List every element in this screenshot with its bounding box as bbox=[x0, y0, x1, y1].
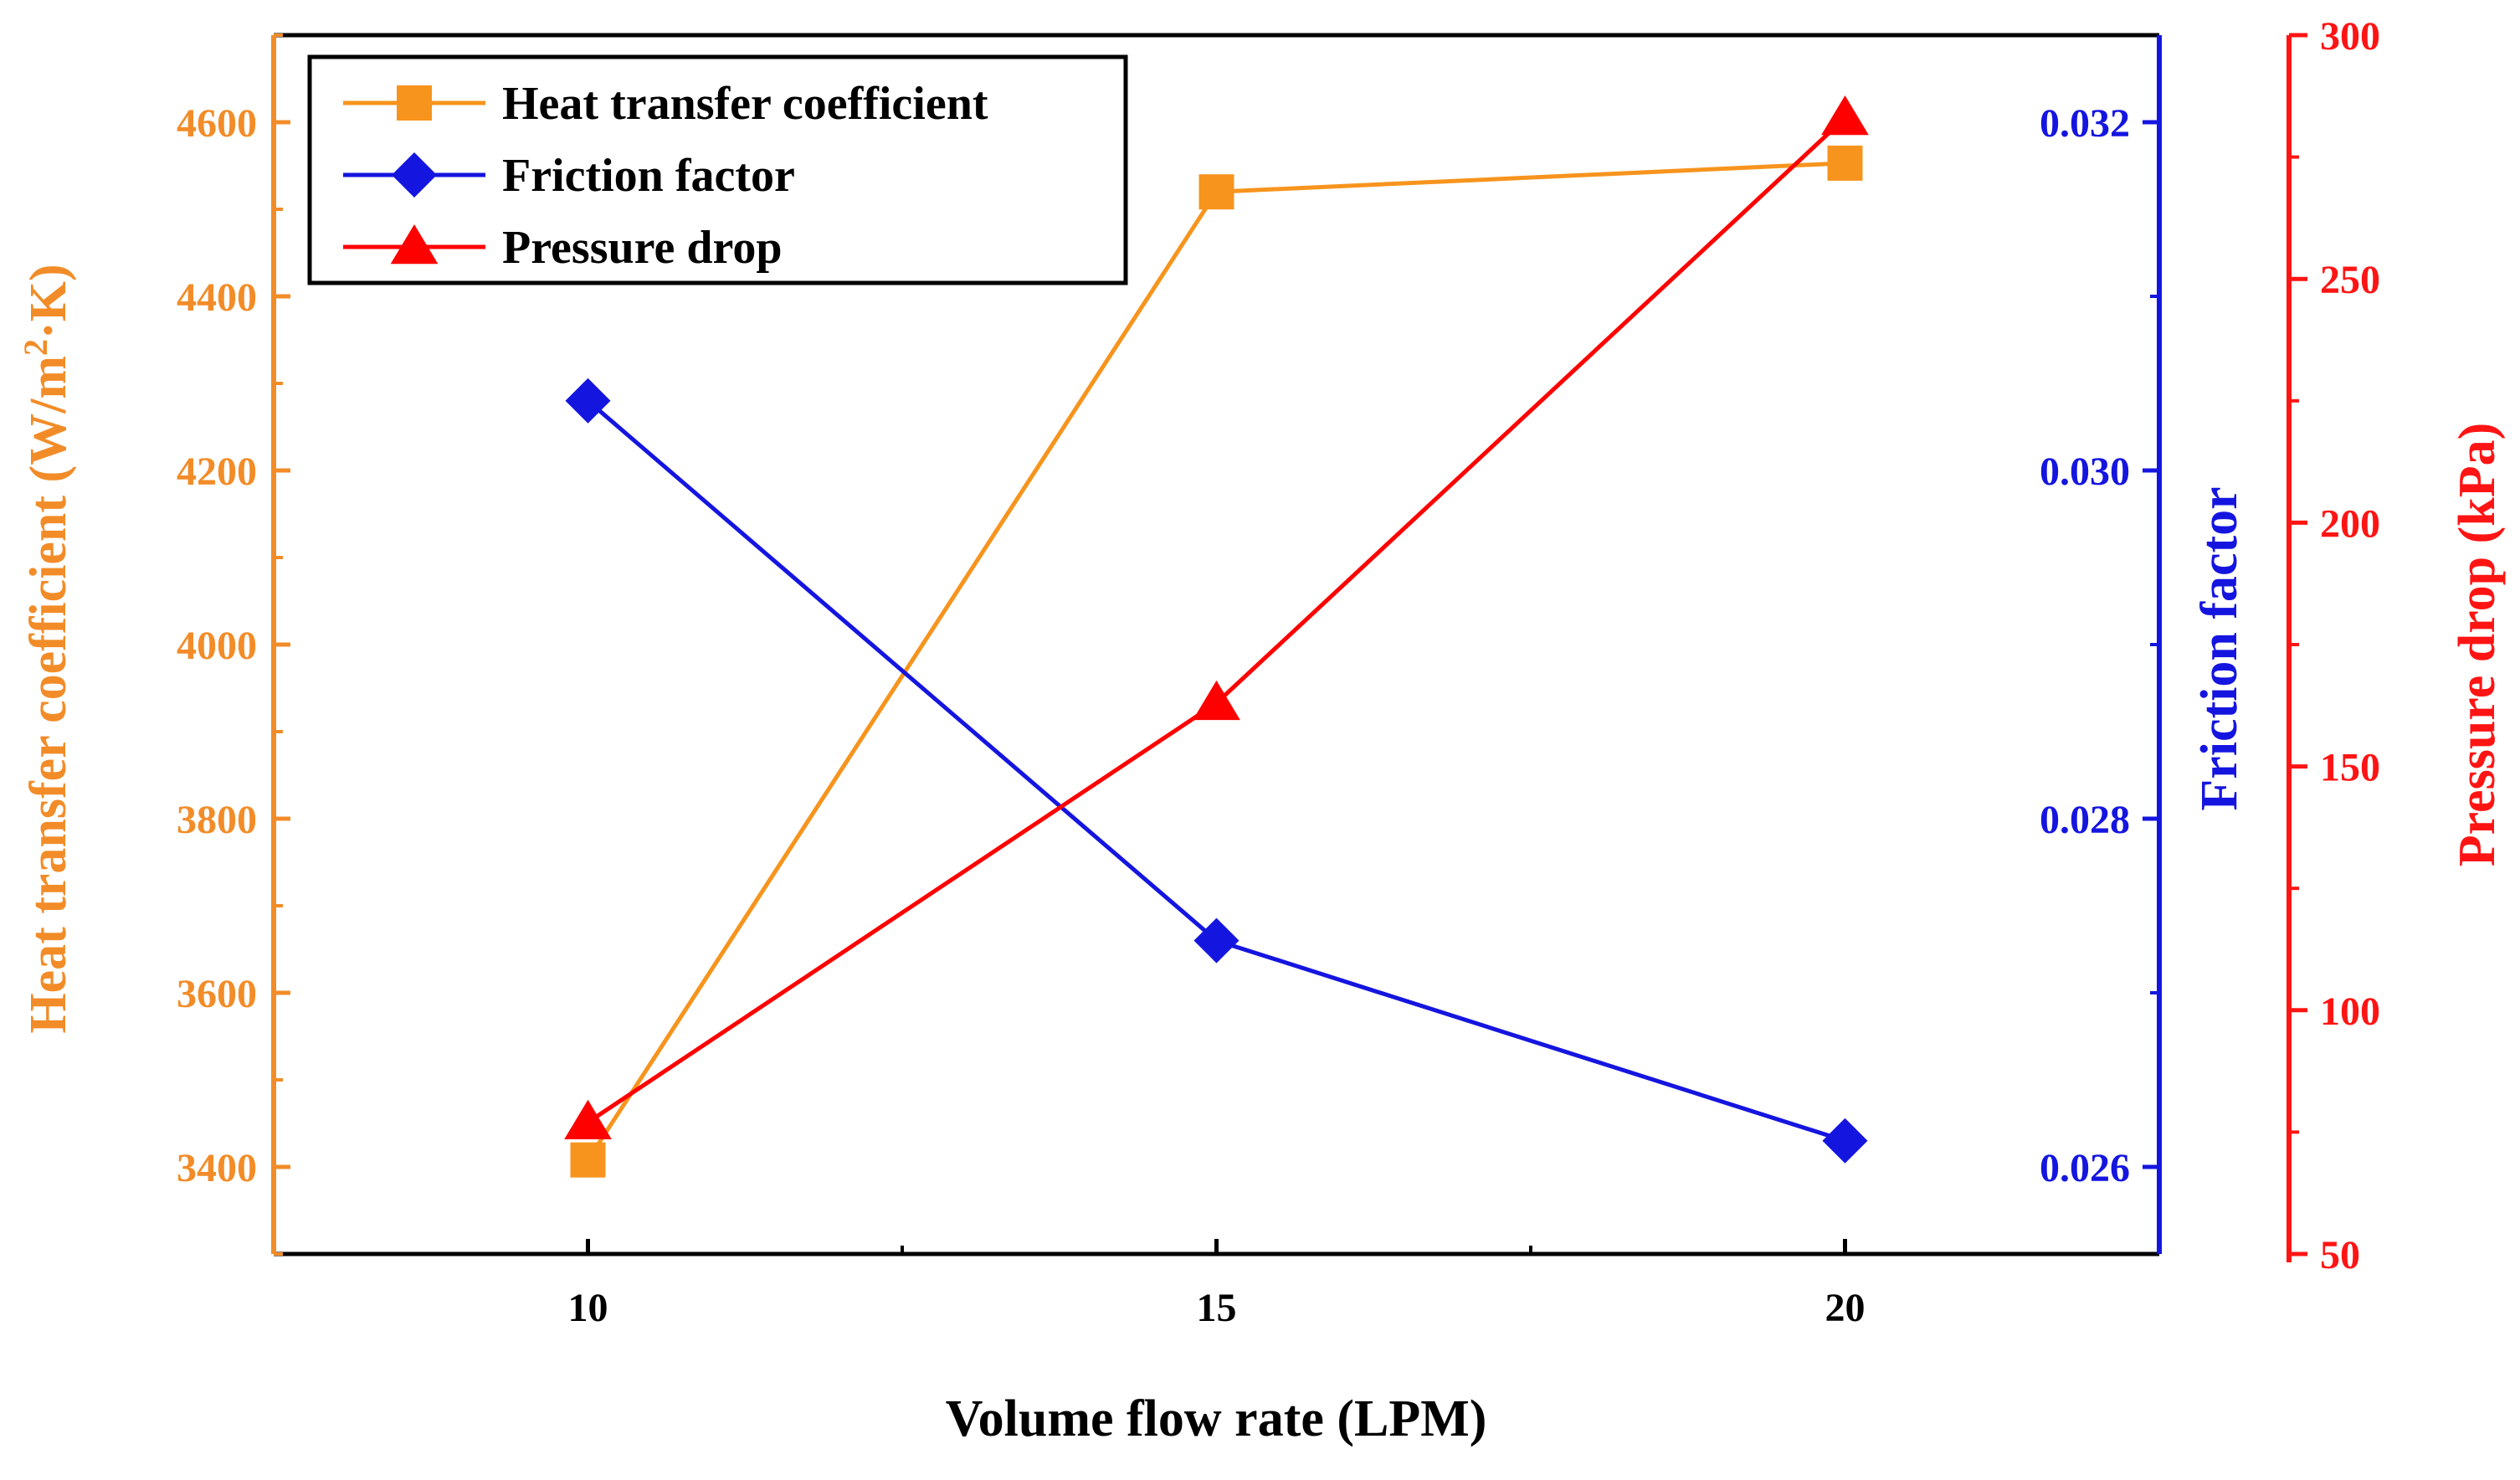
friction-axis-title: Friction factor bbox=[2191, 486, 2248, 810]
pressure-tick-label: 100 bbox=[2320, 989, 2380, 1034]
left-tick-label: 3400 bbox=[177, 1146, 257, 1190]
x-axis-title: Volume flow rate (LPM) bbox=[946, 1390, 1487, 1447]
legend-marker bbox=[390, 224, 439, 265]
left-tick-label: 4600 bbox=[177, 101, 257, 146]
data-point-heat-transfer bbox=[1827, 145, 1863, 181]
left-axis-title-main: Heat transfer coefficient (W/m bbox=[20, 356, 77, 1034]
left-tick-label: 3600 bbox=[177, 972, 257, 1016]
data-point-pressure bbox=[1193, 680, 1240, 721]
pressure-tick-label: 50 bbox=[2320, 1233, 2360, 1277]
legend-label: Friction factor bbox=[502, 150, 795, 202]
data-point-friction bbox=[1193, 917, 1239, 964]
x-tick-label: 10 bbox=[568, 1286, 608, 1330]
series-pressure bbox=[564, 95, 1869, 1140]
legend-marker bbox=[392, 152, 437, 198]
friction-tick-label: 0.030 bbox=[2040, 450, 2130, 494]
pressure-tick-label: 300 bbox=[2320, 14, 2380, 59]
legend-label: Pressure drop bbox=[502, 222, 782, 274]
series-layer bbox=[564, 95, 1869, 1178]
series-friction bbox=[565, 378, 1868, 1164]
series-line-heat-transfer bbox=[586, 161, 1845, 1162]
x-axis-ticks: 10 15 20 bbox=[568, 1239, 1866, 1330]
left-tick-label: 4000 bbox=[177, 624, 257, 668]
left-tick-label: 4400 bbox=[177, 275, 257, 320]
series-heat-transfer bbox=[570, 145, 1863, 1178]
friction-axis-ticks: 0.026 0.028 0.030 0.032 bbox=[2040, 101, 2159, 1190]
legend: Heat transfer coefficient Friction factor… bbox=[307, 54, 1128, 285]
friction-tick-label: 0.032 bbox=[2040, 101, 2130, 146]
friction-tick-label: 0.026 bbox=[2040, 1146, 2130, 1190]
legend-item-heat-transfer: Heat transfer coefficient bbox=[343, 78, 988, 130]
data-point-friction bbox=[1822, 1118, 1868, 1164]
legend-marker bbox=[397, 85, 432, 121]
series-line-friction bbox=[586, 398, 1846, 1143]
left-axis-title-tail: ·K) bbox=[20, 264, 77, 339]
left-axis-ticks: 3400 3600 3800 4000 4200 4400 4600 bbox=[177, 33, 290, 1256]
pressure-axis-ticks: 50 100 150 200 250 300 bbox=[2289, 14, 2380, 1277]
data-point-pressure bbox=[564, 1099, 612, 1140]
legend-item-pressure: Pressure drop bbox=[343, 222, 782, 274]
legend-items: Heat transfer coefficient Friction factor… bbox=[343, 78, 988, 274]
left-axis-title-sup: 2 bbox=[17, 339, 54, 356]
x-tick-label: 15 bbox=[1197, 1286, 1237, 1330]
left-tick-label: 3800 bbox=[177, 798, 257, 842]
pressure-tick-label: 200 bbox=[2320, 501, 2380, 546]
left-tick-label: 4200 bbox=[177, 450, 257, 494]
legend-item-friction: Friction factor bbox=[343, 150, 795, 202]
data-point-heat-transfer bbox=[1198, 174, 1234, 210]
pressure-tick-label: 150 bbox=[2320, 746, 2380, 790]
data-point-heat-transfer bbox=[570, 1142, 606, 1178]
data-point-friction bbox=[565, 378, 611, 424]
legend-label: Heat transfer coefficient bbox=[502, 78, 988, 130]
pressure-tick-label: 250 bbox=[2320, 258, 2380, 302]
pressure-axis-title: Pressure drop (kPa) bbox=[2449, 423, 2506, 866]
friction-tick-label: 0.028 bbox=[2040, 798, 2130, 842]
left-axis-title: Heat transfer coefficient (W/m2·K) bbox=[17, 264, 78, 1033]
x-tick-label: 20 bbox=[1825, 1286, 1866, 1330]
data-point-pressure bbox=[1821, 95, 1869, 136]
